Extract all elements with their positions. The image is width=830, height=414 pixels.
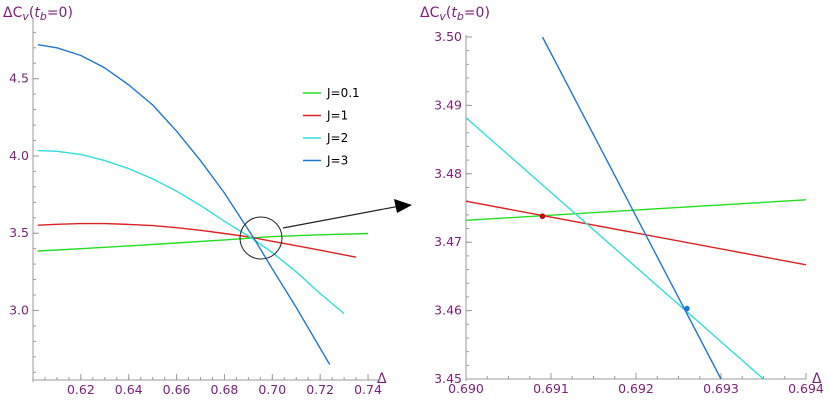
legend-label: J=0.1 [326,86,360,100]
right-series-line-J1 [465,200,807,266]
left-series-group [37,44,369,365]
zoom-circle [239,216,283,260]
right-series-group [465,36,807,380]
right-y-tick-label: 3.47 [434,234,462,249]
right-series-line-J01 [465,199,807,221]
left-x-tick-label: 0.62 [67,382,95,397]
left-series-line-J3 [37,44,331,365]
left-y-tick-label: 3.5 [9,225,29,240]
zoom-arrowhead [394,199,412,213]
left-axes [32,18,380,382]
right-y-axis-title: ΔCv(tb=0) [420,5,490,23]
left-x-tick-label: 0.74 [354,382,382,397]
right-y-tick-label: 3.48 [434,166,462,181]
left-x-tick-label: 0.64 [115,382,143,397]
right-ticks: 0.690 0.691 0.692 0.693 0.694 3.45 3.46 3.47 3.4… [434,29,824,396]
left-x-tick-label: 0.72 [306,382,334,397]
right-axes [465,35,806,381]
right-points-group [539,213,690,312]
right-x-tick-label: 0.693 [703,381,739,396]
left-y-tick-label: 3.0 [9,302,29,317]
left-x-axis-title: Δ [377,371,387,387]
left-x-tick-label: 0.66 [163,382,191,397]
left-x-tick-label: 0.68 [211,382,239,397]
right-x-axis-title: Δ [812,371,822,387]
left-ticks: 0.62 0.64 0.66 0.68 0.70 0.72 0.74 3.0 3.5 4.0 4.5 [9,31,382,397]
right-y-tick-label: 3.45 [434,371,462,386]
left-y-tick-label: 4.5 [9,71,29,86]
right-x-tick-label: 0.694 [788,381,824,396]
left-series-line-J01 [37,232,369,252]
right-series-line-J3 [541,36,722,380]
right-y-tick-label: 3.46 [434,303,462,318]
right-chart-panel: ΔCv(tb=0) Δ 0.690 0.691 0.692 0.693 0.694 3.4… [420,5,824,396]
legend-label: J=2 [326,131,348,145]
right-y-tick-label: 3.49 [434,97,462,112]
right-y-tick-label: 3.50 [434,29,462,44]
left-series-line-J1 [37,222,357,258]
left-series-line-J2 [37,149,345,315]
right-intersection-point [539,213,546,220]
right-x-tick-label: 0.691 [533,381,569,396]
right-intersection-point [684,305,690,312]
left-y-axis-title: ΔCv(tb=0) [3,5,73,23]
left-x-tick-label: 0.70 [258,382,286,397]
right-series-line-J2 [465,117,764,380]
zoom-arrow-line [282,205,401,229]
left-legend: J=0.1 J=1 J=2 J=3 [303,86,360,168]
right-x-tick-label: 0.690 [448,381,484,396]
right-x-tick-label: 0.692 [618,381,654,396]
legend-label: J=1 [326,109,348,123]
left-chart-panel: ΔCv(tb=0) Δ 0.62 0.64 0.66 0.68 0.70 0.72 0.74… [3,5,412,397]
legend-label: J=3 [326,154,348,168]
left-y-tick-label: 4.0 [9,148,29,163]
